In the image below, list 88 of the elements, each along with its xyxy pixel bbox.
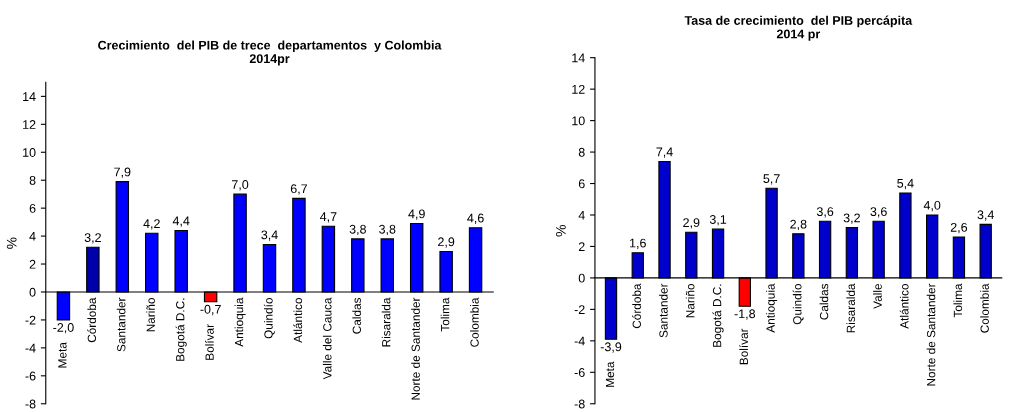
data-label: 4,9: [408, 209, 425, 220]
x-tick-label: Tolima: [440, 297, 450, 332]
x-tick-label: Santander: [116, 297, 126, 352]
data-label: 6,7: [290, 184, 308, 195]
y-tick-label: 10: [23, 148, 36, 157]
x-tick-label: Antioquia: [234, 297, 246, 347]
x-tick-label: Santander: [659, 283, 668, 338]
x-tick-label: Atlántico: [899, 283, 909, 329]
x-tick-label: Córdoba: [87, 297, 97, 343]
y-tick-label: 8: [29, 176, 36, 185]
data-label: 3,4: [977, 210, 995, 221]
y-tick-label: -2: [574, 305, 585, 314]
y-tick-label: 0: [578, 273, 585, 283]
x-tick-label: Nariño: [685, 283, 695, 318]
y-tick-label: 2: [578, 242, 585, 251]
x-tick-label: Valle: [873, 283, 882, 309]
y-tick-label: -8: [25, 399, 36, 409]
data-label: -2,0: [53, 323, 74, 334]
y-tick-label: -4: [25, 343, 36, 353]
data-label: -0,7: [200, 304, 221, 316]
y-tick-label: 4: [578, 210, 585, 220]
x-tick-label: Tolima: [953, 283, 963, 318]
x-tick-label: Norte de Santander: [411, 297, 420, 400]
x-tick-label: Quindío: [792, 283, 804, 325]
chart-title: Tasa de crecimiento del PIB percápita 2014 pr: [684, 15, 913, 41]
x-tick-label: Bogotá D.C.: [175, 298, 187, 361]
chart-title: Crecimiento del PIB de trece departamentos y Colombia 2014pr: [98, 40, 442, 66]
data-label: 2,9: [683, 218, 700, 229]
y-tick-label: 14: [572, 53, 585, 63]
y-tick-label: 14: [23, 92, 36, 101]
x-tick-label: Risaralda: [846, 283, 856, 333]
data-label: 5,7: [763, 174, 780, 185]
y-tick-label: 12: [572, 84, 585, 94]
data-label: 3,4: [261, 230, 278, 241]
data-label: 2,6: [950, 222, 968, 234]
x-tick-label: Meta: [605, 361, 615, 387]
y-tick-label: 12: [23, 120, 36, 129]
data-label: 1,6: [630, 238, 646, 249]
y-tick-label: 8: [578, 147, 585, 157]
x-tick-label: Atlántico: [293, 298, 303, 343]
x-tick-label: Valle del Cauca: [322, 297, 332, 380]
data-label: 3,2: [84, 233, 101, 244]
data-label: 7,0: [232, 180, 249, 191]
y-tick-label: -6: [25, 371, 36, 381]
y-axis-title: %: [556, 225, 566, 237]
x-tick-label: Colombia: [980, 283, 989, 333]
data-label: 7,4: [656, 147, 673, 158]
x-tick-label: Caldas: [819, 283, 829, 320]
x-tick-label: Córdoba: [632, 283, 641, 329]
data-label: 7,9: [114, 167, 131, 178]
y-tick-label: 10: [572, 116, 585, 126]
data-label: 4,6: [467, 213, 484, 224]
y-tick-label: -6: [574, 368, 585, 377]
y-tick-label: -2: [25, 315, 36, 325]
y-tick-label: 4: [29, 232, 36, 241]
data-label: -3,9: [600, 342, 622, 353]
data-label: 2,9: [438, 237, 455, 248]
data-label: 4,7: [319, 212, 337, 223]
y-axis-title: %: [6, 237, 17, 249]
data-label: 4,4: [172, 216, 190, 227]
data-label: 4,0: [923, 200, 941, 212]
data-label: 3,8: [379, 224, 396, 236]
x-tick-label: Norte de Santander: [926, 283, 936, 386]
x-tick-label: Antioquia: [766, 283, 778, 333]
x-tick-label: Bolívar: [204, 324, 214, 360]
x-tick-label: Bogotá D.C.: [712, 284, 724, 347]
data-label: 3,1: [709, 215, 727, 226]
data-label: 3,6: [870, 207, 887, 218]
data-label: 3,6: [816, 207, 834, 218]
data-label: 2,8: [790, 219, 807, 231]
x-tick-label: Meta: [58, 342, 67, 368]
y-tick-label: 0: [29, 287, 36, 297]
x-tick-label: Nariño: [146, 298, 155, 332]
y-tick-label: 6: [29, 203, 36, 213]
x-tick-label: Caldas: [352, 297, 361, 334]
y-tick-label: 2: [29, 259, 36, 269]
x-tick-label: Bolívar: [739, 328, 748, 365]
x-tick-label: Quindío: [263, 298, 275, 339]
data-label: 5,4: [897, 178, 914, 190]
data-label: 4,2: [143, 219, 160, 230]
y-tick-label: -8: [574, 399, 585, 409]
data-label: -1,8: [734, 309, 756, 320]
data-label: 3,8: [349, 224, 366, 236]
data-label: 3,2: [843, 213, 860, 224]
x-tick-label: Risaralda: [381, 297, 391, 347]
x-tick-label: Colombia: [470, 297, 479, 347]
y-tick-label: 6: [578, 179, 585, 189]
y-tick-label: -4: [574, 336, 585, 346]
